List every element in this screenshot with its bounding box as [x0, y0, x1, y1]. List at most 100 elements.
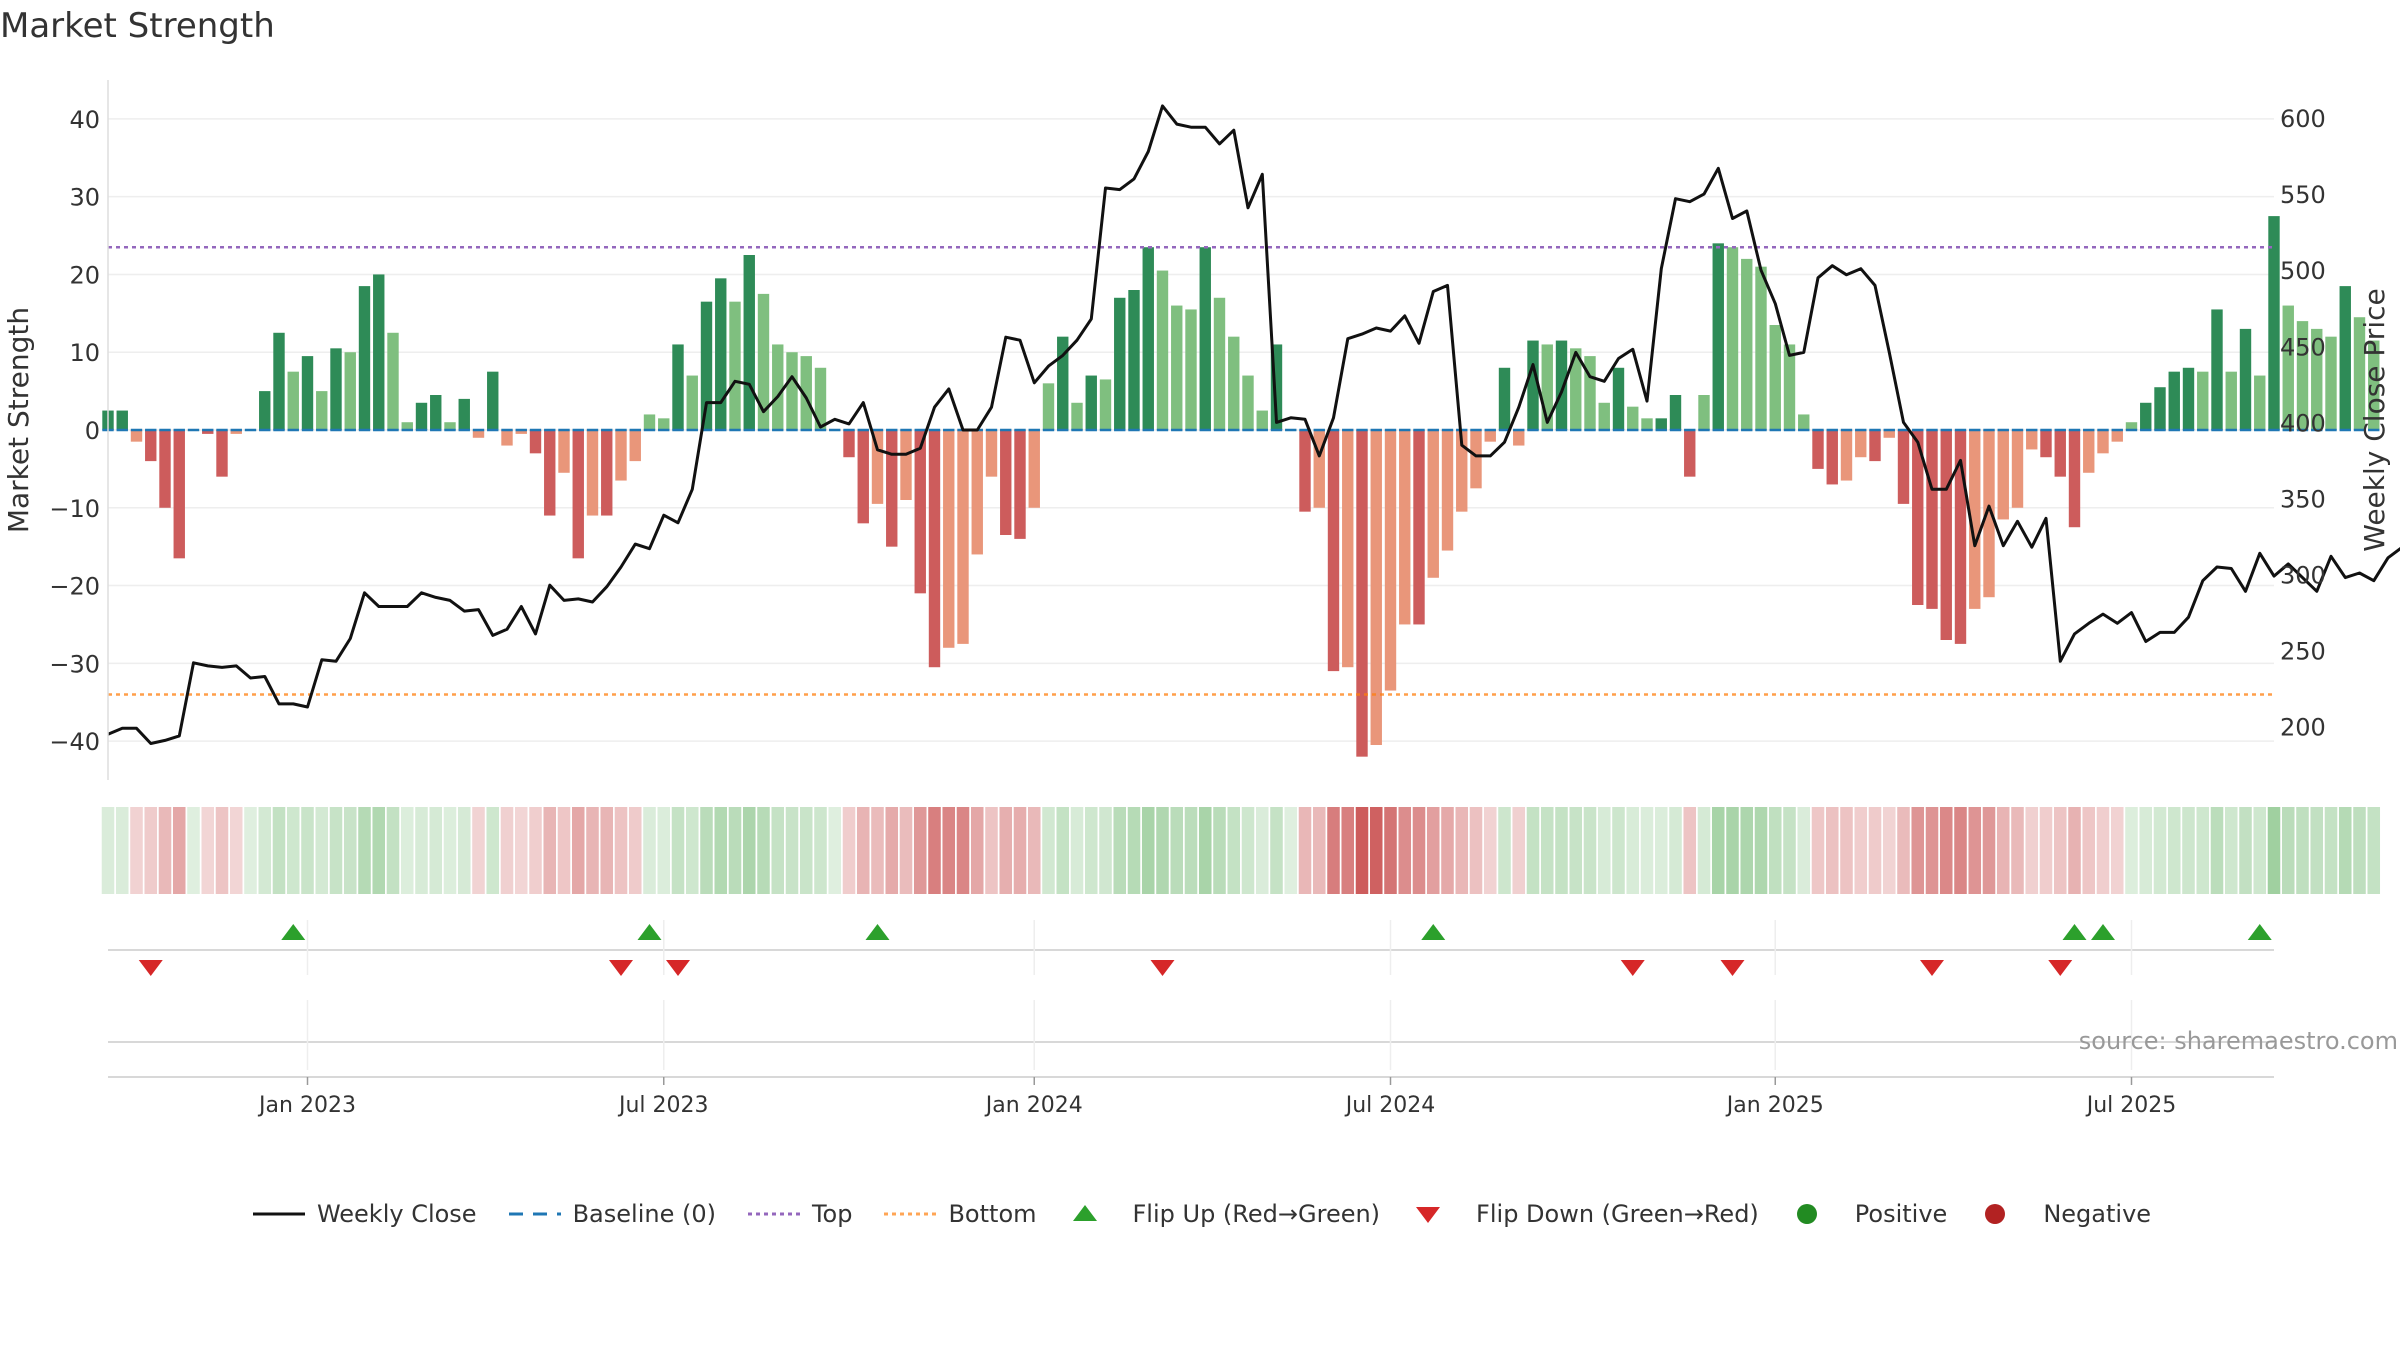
strength-bar [2054, 430, 2066, 477]
heat-cell [1227, 807, 1241, 894]
strength-bar [871, 430, 884, 504]
heat-cell [2281, 807, 2295, 894]
strength-bar [358, 286, 371, 430]
strength-bar [1541, 344, 1553, 430]
x-tick-label: Jul 2025 [2085, 1093, 2177, 1118]
heat-cell [700, 807, 713, 894]
strength-bar [1926, 430, 1938, 609]
heat-cell [1284, 807, 1298, 894]
heat-cell [2125, 807, 2138, 894]
strength-bar [444, 422, 456, 430]
strength-bar [1256, 410, 1268, 430]
strength-bar [1114, 297, 1126, 430]
strength-bar [1584, 356, 1596, 430]
strength-bar [1342, 430, 1354, 668]
heat-cell [101, 807, 115, 894]
strength-bar [586, 430, 599, 516]
strength-bar [1669, 395, 1682, 430]
y2-tick-label: 300 [2280, 562, 2326, 590]
heat-cell [1198, 807, 1212, 894]
x-axis: Jan 2023 Jul 2023 Jan 2024 Jul 2024 Jan 2025… [108, 920, 2274, 1118]
heat-cell [1911, 807, 1925, 894]
x-tick-label: Jan 2024 [984, 1093, 1083, 1118]
strength-bar [2311, 328, 2323, 430]
heat-cell [2096, 807, 2110, 894]
heat-cell [2139, 807, 2153, 894]
strength-bar [458, 398, 470, 430]
heat-cell [315, 807, 329, 894]
heat-cell [1897, 807, 1910, 894]
heat-cell [571, 807, 585, 894]
strength-bar [273, 332, 285, 430]
strength-bar [715, 278, 727, 430]
heat-cell [329, 807, 343, 894]
heat-cell [2338, 807, 2352, 894]
y2-tick-label: 450 [2280, 333, 2326, 361]
heat-cell [244, 807, 257, 894]
strength-bar [130, 430, 143, 442]
strength-bar [2040, 430, 2052, 458]
heat-cell [1056, 807, 1070, 894]
strength-bar [1783, 344, 1796, 430]
y2-tick-label: 350 [2280, 485, 2326, 513]
heat-cell [814, 807, 827, 894]
y-tick-label: 40 [69, 106, 100, 134]
strength-bar [1840, 430, 1853, 481]
heat-cell [301, 807, 314, 894]
strength-bar [2254, 375, 2266, 430]
heat-cell [514, 807, 528, 894]
heat-cell [1754, 807, 1768, 894]
strength-bar [2068, 430, 2081, 528]
heat-cell [2353, 807, 2366, 894]
strength-bar [344, 352, 356, 430]
y2-tick-label: 400 [2280, 409, 2326, 437]
strength-bar [971, 430, 983, 555]
heat-cell [2196, 807, 2210, 894]
strength-bar [700, 301, 713, 430]
flip-down-marker [1620, 960, 1645, 976]
heat-cell [172, 807, 186, 894]
heat-cell [286, 807, 300, 894]
strength-bars [102, 216, 2380, 757]
dotted-line-swatch-icon [747, 1212, 800, 1216]
heat-cell [628, 807, 642, 894]
strength-bar [159, 430, 171, 508]
legend-baseline: Baseline (0) [505, 1200, 716, 1228]
strength-bar [1897, 430, 1910, 504]
strength-bar [2011, 430, 2024, 508]
strength-bar [2197, 371, 2209, 430]
heat-cell [1996, 807, 2010, 894]
heat-cell [842, 807, 856, 894]
y2-tick-label: 200 [2280, 714, 2326, 742]
heat-cell [742, 807, 756, 894]
heat-cell [2324, 807, 2338, 894]
strength-bar [1000, 430, 1012, 535]
chart-legend: Weekly Close Baseline (0) Top Bottom Fli… [0, 1200, 2400, 1228]
legend-label: Flip Up (Red→Green) [1132, 1200, 1381, 1228]
y-tick-label: 20 [69, 261, 100, 289]
heat-cell [486, 807, 500, 894]
legend-bottom: Bottom [880, 1200, 1037, 1228]
x-tick-label: Jul 2023 [617, 1093, 709, 1118]
heat-cell [1569, 807, 1583, 894]
heat-cell [1768, 807, 1782, 894]
heat-cell [1013, 807, 1027, 894]
heat-cell [614, 807, 628, 894]
legend-flip-up: Flip Up (Red→Green) [1065, 1200, 1381, 1228]
flip-up-marker [865, 924, 890, 940]
heat-cell [985, 807, 998, 894]
heat-cell [386, 807, 400, 894]
legend-label: Baseline (0) [572, 1200, 716, 1228]
strength-bar [501, 430, 513, 446]
strength-bar [487, 371, 499, 430]
strength-bar [216, 430, 228, 477]
strength-bar [1983, 430, 1995, 598]
strength-bar [430, 395, 442, 430]
legend-top: Top [744, 1200, 852, 1228]
strength-bar [145, 430, 157, 462]
heat-cell [1854, 807, 1868, 894]
strength-bar [1798, 414, 1810, 430]
y-axis-left: −40 −30 −20 −10 0 10 20 30 40 [49, 80, 109, 780]
strength-bar [2083, 430, 2095, 473]
strength-bar [116, 410, 128, 430]
